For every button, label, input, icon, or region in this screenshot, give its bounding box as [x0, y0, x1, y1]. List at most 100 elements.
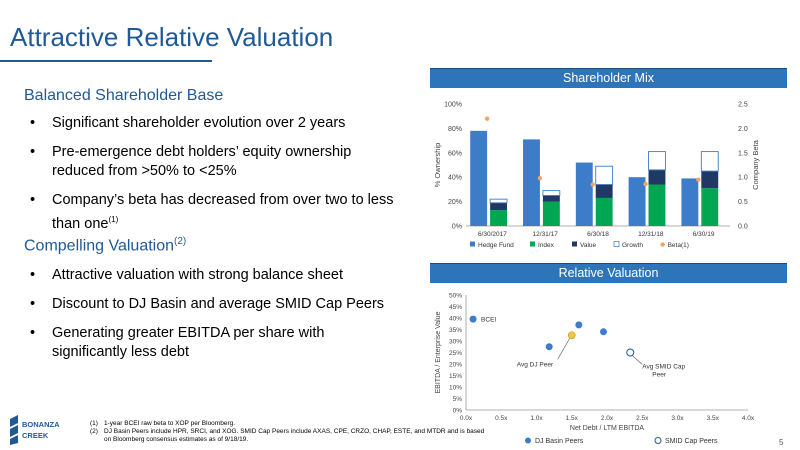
section-heading-shareholder: Balanced Shareholder Base [24, 87, 223, 105]
relative-valuation-header: Relative Valuation [430, 263, 787, 283]
dj-peer-point [545, 343, 553, 351]
bullet-item: Attractive valuation with strong balance… [24, 266, 394, 285]
bullet-item: Significant shareholder evolution over 2… [24, 114, 394, 133]
x-tick-label: 12/31/18 [638, 231, 664, 238]
x-axis-label: Net Debt / LTM EBITDA [570, 425, 644, 432]
legend-swatch [572, 241, 577, 247]
y-tick-label: 80% [448, 126, 462, 133]
section-heading-text: Compelling Valuation [24, 237, 175, 255]
bar-value [595, 184, 613, 198]
bar-growth [648, 151, 666, 171]
dj-peer-point [575, 321, 583, 329]
bullet-text: Discount to DJ Basin and average SMID Ca… [52, 296, 385, 312]
x-tick-label: 2.5x [636, 415, 649, 422]
point-label: BCEI [481, 317, 496, 324]
avg-dj-peer-point [567, 331, 576, 340]
y-tick-label: 45% [449, 304, 462, 311]
y-axis-label: % Ownership [433, 143, 442, 188]
legend-swatch [660, 242, 665, 247]
y-tick-label: 15% [449, 373, 462, 380]
bar-index [542, 201, 560, 226]
y2-axis-label: Company Beta [751, 139, 760, 189]
bullet-item: Discount to DJ Basin and average SMID Ca… [24, 295, 394, 314]
y-tick-label: 30% [449, 338, 462, 345]
footnotes: (1) 1-year BCEI raw beta to XOP per Bloo… [90, 420, 490, 444]
bullet-item: Generating greater EBITDA per share with… [24, 324, 394, 362]
x-tick-label: 0.5x [495, 415, 508, 422]
x-tick-label: 4.0x [742, 415, 755, 422]
bar-value [701, 171, 719, 189]
beta-marker [696, 177, 701, 182]
footnote-number: (2) [90, 428, 98, 435]
y-tick-label: 5% [453, 396, 463, 403]
leader-line [557, 338, 571, 360]
bcei-point [469, 315, 477, 323]
legend-label: Index [538, 242, 555, 249]
legend-label: Growth [622, 242, 643, 249]
footnote-text: 1-year BCEI raw beta to XOP per Bloomber… [104, 420, 236, 427]
y-tick-label: 60% [448, 150, 462, 157]
x-tick-label: 0.0x [460, 415, 473, 422]
point-label: Peer [652, 372, 667, 379]
bullet-item: Pre-emergence debt holders’ equity owner… [24, 143, 394, 181]
bullet-text: Attractive valuation with strong balance… [52, 267, 343, 283]
y2-tick-label: 1.5 [738, 150, 748, 157]
y-tick-label: 20% [448, 199, 462, 206]
footnote-number: (1) [90, 420, 98, 427]
y-tick-label: 100% [444, 102, 462, 109]
beta-marker [484, 116, 490, 121]
bullet-text: Company’s beta has decreased from over t… [52, 192, 394, 232]
footnote-ref: (2) [174, 236, 187, 247]
bar-hedge-fund [575, 162, 593, 226]
y2-tick-label: 1.0 [738, 175, 748, 182]
x-tick-label: 2.0x [601, 415, 614, 422]
legend-label: Beta(1) [668, 242, 689, 249]
legend-swatch [470, 241, 475, 247]
bullet-list-shareholder: Significant shareholder evolution over 2… [24, 114, 394, 244]
footnote: (1) 1-year BCEI raw beta to XOP per Bloo… [90, 420, 490, 428]
bonanza-creek-logo: BONANZA CREEK [10, 415, 60, 445]
x-tick-label: 1.5x [566, 415, 579, 422]
bar-hedge-fund [523, 139, 540, 226]
legend-swatch [613, 241, 620, 247]
bar-growth [700, 151, 719, 172]
x-tick-label: 6/30/18 [587, 231, 609, 238]
bar-growth [489, 198, 508, 204]
bar-growth [595, 165, 614, 185]
y-tick-label: 0% [452, 224, 462, 231]
dj-peer-point [599, 328, 607, 336]
legend-swatch [530, 241, 535, 247]
x-tick-label: 3.0x [671, 415, 684, 422]
footnote: (2) DJ Basin Peers include HPR, SRCI, an… [90, 428, 490, 444]
y-axis-label: EBITDA / Enterprise Value [435, 311, 442, 393]
y-tick-label: 40% [448, 175, 462, 182]
footnote-text: DJ Basin Peers include HPR, SRCI, and XO… [104, 428, 485, 443]
bar-index [595, 197, 613, 226]
legend-label: DJ Basin Peers [535, 438, 584, 445]
legend-label: SMID Cap Peers [665, 438, 718, 445]
page-title: Attractive Relative Valuation [10, 22, 334, 52]
svg-text:CREEK: CREEK [22, 431, 49, 440]
y2-tick-label: 2.5 [738, 102, 748, 109]
x-tick-label: 3.5x [707, 415, 720, 422]
section-heading-valuation: Compelling Valuation(2) [24, 236, 186, 255]
y2-tick-label: 0.0 [738, 224, 748, 231]
legend-label: Value [580, 242, 597, 249]
title-underline [0, 60, 212, 62]
y2-tick-label: 2.0 [738, 126, 748, 133]
legend-swatch [525, 437, 531, 444]
bullet-list-valuation: Attractive valuation with strong balance… [24, 266, 394, 372]
relative-valuation-chart: 0% 5% 10% 15% 20% 25% 30% 35% 40% 45% 50% 0.0x 0.5x 1… [435, 292, 755, 445]
bar-value [648, 169, 666, 185]
y-tick-label: 10% [449, 384, 462, 391]
point-label: Avg SMID Cap [642, 364, 685, 371]
y-tick-label: 40% [449, 315, 462, 322]
bar-value [542, 195, 560, 202]
bar-index [701, 188, 719, 226]
svg-text:BONANZA: BONANZA [22, 420, 60, 429]
y-tick-label: 25% [449, 350, 462, 357]
section-heading-text: Balanced Shareholder Base [24, 87, 224, 104]
shareholder-mix-chart: 0% 20% 40% 60% 80% 100% 0.0 0.5 1.0 1.5 2.0 2.5 % Ow… [433, 102, 760, 250]
bullet-text: Pre-emergence debt holders’ equity owner… [52, 144, 352, 179]
bar-growth [542, 190, 561, 196]
